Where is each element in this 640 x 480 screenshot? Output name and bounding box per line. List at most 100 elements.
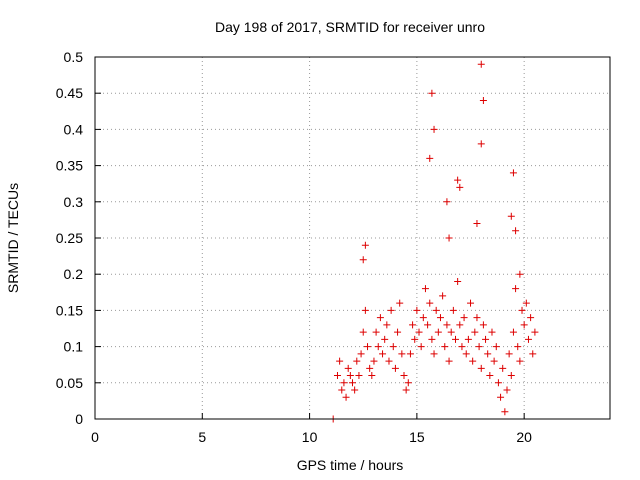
- data-point: [346, 372, 354, 380]
- data-point: [488, 328, 496, 336]
- data-point: [353, 357, 361, 365]
- y-tick-label: 0.1: [64, 339, 84, 355]
- data-point: [462, 350, 470, 358]
- data-point: [374, 343, 382, 351]
- data-point: [366, 364, 374, 372]
- data-point: [439, 292, 447, 300]
- data-point: [497, 393, 505, 401]
- data-point: [359, 256, 367, 264]
- data-point: [376, 314, 384, 322]
- data-point: [503, 386, 511, 394]
- data-point: [391, 364, 399, 372]
- data-point: [473, 220, 481, 228]
- data-point: [452, 335, 459, 343]
- data-point: [368, 372, 376, 380]
- data-point: [417, 343, 425, 351]
- y-tick-label: 0.35: [56, 158, 83, 174]
- data-point: [415, 328, 423, 336]
- data-point: [527, 314, 535, 322]
- plot-frame: [94, 56, 611, 420]
- data-point: [471, 328, 479, 336]
- data-point: [340, 379, 348, 387]
- data-point: [514, 343, 522, 351]
- data-point: [355, 372, 363, 380]
- y-tick-label: 0.15: [56, 302, 83, 318]
- data-point: [522, 299, 530, 307]
- grid: [94, 56, 610, 420]
- data-point: [507, 212, 515, 220]
- data-point: [512, 227, 520, 235]
- x-tick-label: 0: [91, 429, 99, 445]
- data-point: [406, 350, 414, 358]
- data-point: [501, 408, 509, 416]
- data-point: [361, 306, 369, 314]
- y-tick-label: 0.4: [64, 121, 84, 137]
- data-point: [454, 277, 462, 285]
- data-point: [402, 386, 410, 394]
- y-tick-label: 0.2: [64, 266, 84, 282]
- data-point: [509, 169, 517, 177]
- data-point: [486, 372, 494, 380]
- data-point: [436, 314, 444, 322]
- data-point: [490, 357, 498, 365]
- data-point: [516, 270, 524, 278]
- data-point: [428, 89, 436, 97]
- y-tick-label: 0.25: [56, 230, 83, 246]
- data-point: [482, 335, 490, 343]
- y-tick-label: 0.5: [64, 49, 84, 65]
- data-point: [473, 314, 481, 322]
- data-point: [479, 96, 487, 104]
- data-point: [364, 343, 372, 351]
- data-point: [494, 379, 502, 387]
- x-tick-label: 15: [409, 429, 425, 445]
- data-point: [400, 372, 408, 380]
- data-point: [381, 335, 389, 343]
- data-point: [529, 350, 537, 358]
- data-point: [512, 285, 520, 293]
- data-point: [336, 357, 344, 365]
- data-point: [387, 306, 395, 314]
- data-point: [441, 343, 449, 351]
- data-point: [469, 357, 477, 365]
- axis-ticks: 0 5 10 15 20 0 0.05 0.1 0.15 0.2 0.25 0.3 0.35 0.4 0.4…: [56, 49, 532, 445]
- data-point: [454, 176, 462, 184]
- data-point: [456, 183, 464, 191]
- x-axis-label: GPS time / hours: [297, 457, 404, 473]
- data-point: [449, 306, 457, 314]
- data-point: [421, 285, 429, 293]
- data-point: [394, 328, 402, 336]
- data-point: [344, 364, 352, 372]
- data-point: [385, 357, 393, 365]
- y-tick-label: 0: [75, 411, 83, 427]
- data-point: [333, 372, 341, 380]
- data-point: [370, 357, 378, 365]
- data-point: [351, 386, 359, 394]
- data-point: [432, 306, 440, 314]
- data-point: [479, 321, 487, 329]
- data-point: [419, 314, 427, 322]
- data-point: [430, 350, 438, 358]
- data-point: [464, 335, 472, 343]
- data-point: [383, 321, 391, 329]
- data-point: [357, 350, 365, 358]
- data-point: [372, 328, 380, 336]
- data-point: [477, 140, 485, 148]
- data-point: [342, 393, 350, 401]
- scatter-points: [329, 60, 539, 423]
- data-point: [349, 379, 356, 387]
- data-point: [516, 357, 524, 365]
- data-point: [447, 328, 455, 336]
- data-point: [398, 350, 406, 358]
- data-point: [484, 350, 492, 358]
- data-point: [428, 335, 436, 343]
- data-point: [456, 321, 464, 329]
- data-point: [524, 335, 532, 343]
- data-point: [507, 372, 515, 380]
- data-point: [477, 364, 485, 372]
- data-point: [477, 60, 485, 68]
- y-axis-label: SRMTID / TECUs: [5, 183, 21, 293]
- data-point: [409, 321, 417, 329]
- data-point: [505, 350, 513, 358]
- x-tick-label: 5: [198, 429, 206, 445]
